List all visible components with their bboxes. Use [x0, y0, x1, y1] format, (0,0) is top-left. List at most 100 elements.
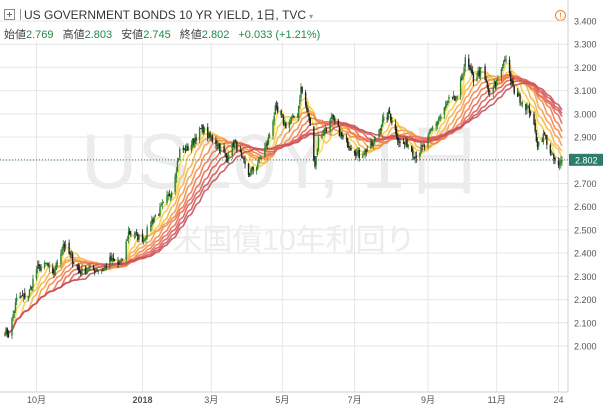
candle-body: [240, 152, 243, 156]
candle: [89, 263, 91, 272]
candle-body: [454, 96, 456, 101]
candle: [40, 263, 42, 273]
candle-body: [239, 150, 242, 153]
candle-body: [520, 103, 522, 105]
candle-body: [187, 145, 189, 151]
candle: [487, 85, 490, 95]
candle-body: [223, 146, 225, 153]
candle-body: [258, 157, 260, 163]
info-icon[interactable]: !: [555, 10, 566, 21]
candle-body: [321, 135, 323, 139]
ma-ribbon-layer: [4, 62, 563, 335]
candle: [7, 330, 10, 338]
candle-body: [89, 265, 91, 268]
candle: [431, 125, 434, 132]
candle: [77, 263, 80, 275]
candle: [203, 126, 205, 135]
ohlc-high-value: 2.803: [84, 29, 113, 41]
candle: [179, 146, 181, 161]
candle-body: [451, 96, 454, 98]
candle: [405, 136, 407, 147]
candle: [211, 134, 214, 144]
ma-ribbon-line: [4, 75, 563, 335]
candle-body: [272, 121, 274, 136]
candle: [71, 251, 74, 268]
candle: [125, 238, 127, 263]
candle: [472, 71, 475, 87]
candle-body: [541, 140, 543, 142]
candle-body: [462, 75, 464, 80]
candle-body: [560, 160, 562, 164]
candle-body: [379, 129, 381, 131]
candle: [176, 157, 179, 173]
candle-body: [440, 115, 442, 119]
ohlc-close-label: 終値: [179, 29, 202, 41]
candle-body: [35, 269, 38, 279]
candle: [267, 133, 270, 145]
candle: [210, 134, 212, 143]
candle: [289, 116, 292, 125]
candle: [445, 100, 448, 108]
candle: [120, 257, 123, 265]
candle-body: [348, 146, 350, 148]
collapse-plus-icon[interactable]: [4, 9, 15, 20]
candle-body: [94, 270, 96, 273]
candle: [415, 151, 418, 163]
candle-body: [396, 136, 399, 141]
candle: [321, 132, 323, 139]
candle: [496, 78, 498, 89]
candle-body: [11, 317, 13, 336]
candle-body: [373, 138, 376, 142]
x-tick-label: 9月: [421, 395, 435, 405]
candle-body: [32, 278, 34, 288]
candle: [419, 152, 421, 161]
candle: [111, 254, 113, 266]
candle: [324, 124, 327, 134]
candle: [63, 241, 66, 252]
candle: [471, 65, 473, 76]
candle-body: [53, 273, 55, 275]
candle: [557, 157, 560, 169]
chevron-down-icon[interactable]: ▾: [309, 12, 314, 21]
candle: [478, 66, 480, 80]
candle: [260, 156, 263, 160]
ma-ribbon-line: [4, 70, 563, 335]
candle: [353, 150, 356, 156]
candle: [135, 228, 138, 237]
candle-body: [525, 103, 527, 111]
candle: [422, 142, 425, 147]
candle: [383, 112, 385, 123]
candle: [447, 100, 449, 106]
candle-body: [176, 161, 179, 172]
candle: [300, 83, 302, 102]
candle: [299, 95, 301, 109]
y-tick-label: 2.700: [574, 179, 597, 189]
candle: [6, 327, 9, 338]
candle: [13, 310, 16, 319]
candle: [130, 230, 132, 237]
candle: [493, 78, 496, 89]
candle: [252, 166, 254, 175]
candle-body: [447, 100, 449, 104]
candle-body: [313, 126, 315, 160]
candle: [94, 268, 96, 276]
candle: [314, 155, 316, 169]
candle: [332, 114, 335, 121]
candle: [518, 91, 520, 97]
candle: [43, 260, 46, 270]
candle: [402, 137, 405, 145]
candle-body: [470, 68, 472, 71]
candle-body: [487, 88, 490, 93]
candle-body: [317, 137, 320, 152]
candle-body: [528, 106, 531, 113]
candle: [138, 234, 140, 243]
candle-body: [510, 72, 512, 82]
candle: [121, 258, 124, 261]
candle-body: [251, 167, 253, 172]
candle: [158, 213, 160, 217]
candle: [363, 150, 365, 156]
candle-body: [135, 231, 138, 233]
candle: [358, 147, 360, 162]
candle: [167, 191, 169, 201]
candle: [429, 128, 432, 135]
